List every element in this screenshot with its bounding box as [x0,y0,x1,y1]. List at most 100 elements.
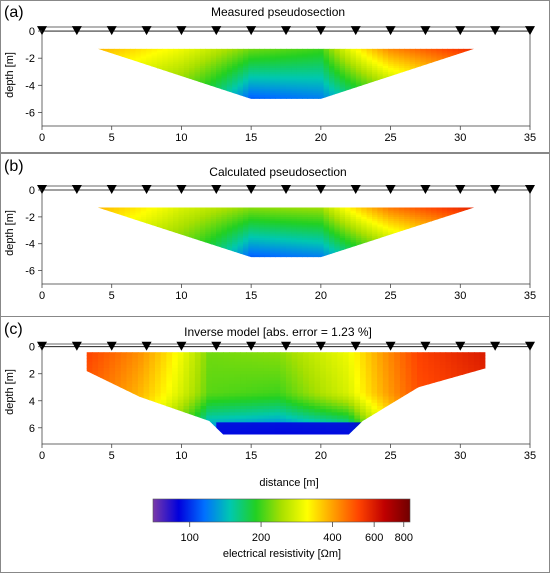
heatmap-cell [334,213,341,216]
heatmap-cell [447,64,454,67]
heatmap-cell [173,243,180,247]
heatmap-cell [199,215,206,218]
heatmap-cell [259,52,266,56]
heatmap-cell [320,361,327,366]
heatmap-cell [388,247,395,251]
heatmap-cell [291,56,298,59]
heatmap-cell [320,383,327,388]
heatmap-cell [189,412,196,417]
heatmap-cell [226,56,233,59]
heatmap-cell [431,50,438,54]
heatmap-cell [103,211,110,214]
heatmap-cell [339,69,346,73]
heatmap-cell [189,58,196,61]
heatmap-cell [120,393,128,398]
heatmap-cell [274,367,281,372]
heatmap-cell [420,95,427,98]
heatmap-cell [229,367,236,372]
heatmap-cell [194,234,201,237]
heatmap-cell [146,58,153,61]
electrode-marker [246,185,257,195]
heatmap-cell [355,85,362,88]
heatmap-cell [103,95,110,98]
heatmap-cell [458,77,465,81]
heatmap-cell [436,71,443,75]
heatmap-cell [189,253,196,256]
heatmap-cell [146,67,153,71]
heatmap-cell [167,234,174,237]
heatmap-cell [126,406,133,410]
heatmap-cell [452,241,459,245]
heatmap-cell [350,81,357,85]
heatmap-cell [103,243,110,247]
heatmap-cell [361,79,368,83]
heatmap-cell [151,238,158,241]
heatmap-cell [124,48,131,52]
heatmap-cell [217,380,224,385]
heatmap-cell [151,249,158,253]
heatmap-cell [146,218,153,222]
heatmap-cell [334,64,341,67]
heatmap-cell [334,236,341,239]
heatmap-cell [200,431,207,435]
heatmap-cell [119,96,126,99]
heatmap-cell [97,239,104,243]
heatmap-cell [205,215,212,218]
heatmap-cell [216,239,223,243]
heatmap-cell [329,209,336,212]
heatmap-cell [415,75,422,79]
heatmap-cell [342,355,350,360]
heatmap-cell [339,73,346,77]
heatmap-cell [210,211,217,214]
heatmap-cell [318,209,325,212]
heatmap-cell [146,73,153,77]
heatmap-cell [132,418,139,423]
heatmap-cell [178,215,185,218]
heatmap-cell [441,58,448,61]
heatmap-cell [409,236,416,239]
heatmap-cell [242,230,249,233]
heatmap-cell [342,402,350,407]
heatmap-cell [393,75,400,79]
heatmap-cell [113,232,120,235]
heatmap-cell [143,383,150,388]
heatmap-cell [312,249,319,253]
heatmap-cell [468,79,475,83]
heatmap-cell [307,209,314,212]
heatmap-cell [246,415,253,420]
heatmap-cell [151,71,158,75]
heatmap-cell [210,71,217,75]
heatmap-cell [354,402,361,407]
heatmap-cell [280,67,287,71]
heatmap-cell [92,418,99,423]
heatmap-cell [334,255,341,258]
heatmap-cell [237,207,244,210]
heatmap-cell [242,58,249,61]
heatmap-cell [103,87,110,90]
heatmap-cell [156,236,163,239]
heatmap-cell [329,249,336,253]
heatmap-cell [216,56,223,59]
heatmap-cell [323,243,330,247]
heatmap-cell [154,399,162,404]
heatmap-cell [307,96,314,99]
heatmap-cell [286,412,293,417]
heatmap-cell [115,390,122,394]
heatmap-cell [393,230,400,233]
heatmap-cell [210,224,217,228]
heatmap-cell [166,364,173,369]
heatmap-cell [350,96,357,99]
heatmap-cell [296,224,303,228]
heatmap-cell [404,50,411,54]
heatmap-cell [221,75,228,79]
heatmap-cell [108,232,115,235]
heatmap-cell [280,77,287,81]
heatmap-cell [274,390,281,394]
heatmap-cell [307,67,314,71]
heatmap-cell [86,355,93,360]
heatmap-cell [173,79,180,83]
heatmap-cell [431,58,438,61]
heatmap-cell [307,245,314,249]
heatmap-cell [120,374,128,379]
heatmap-cell [160,425,167,429]
